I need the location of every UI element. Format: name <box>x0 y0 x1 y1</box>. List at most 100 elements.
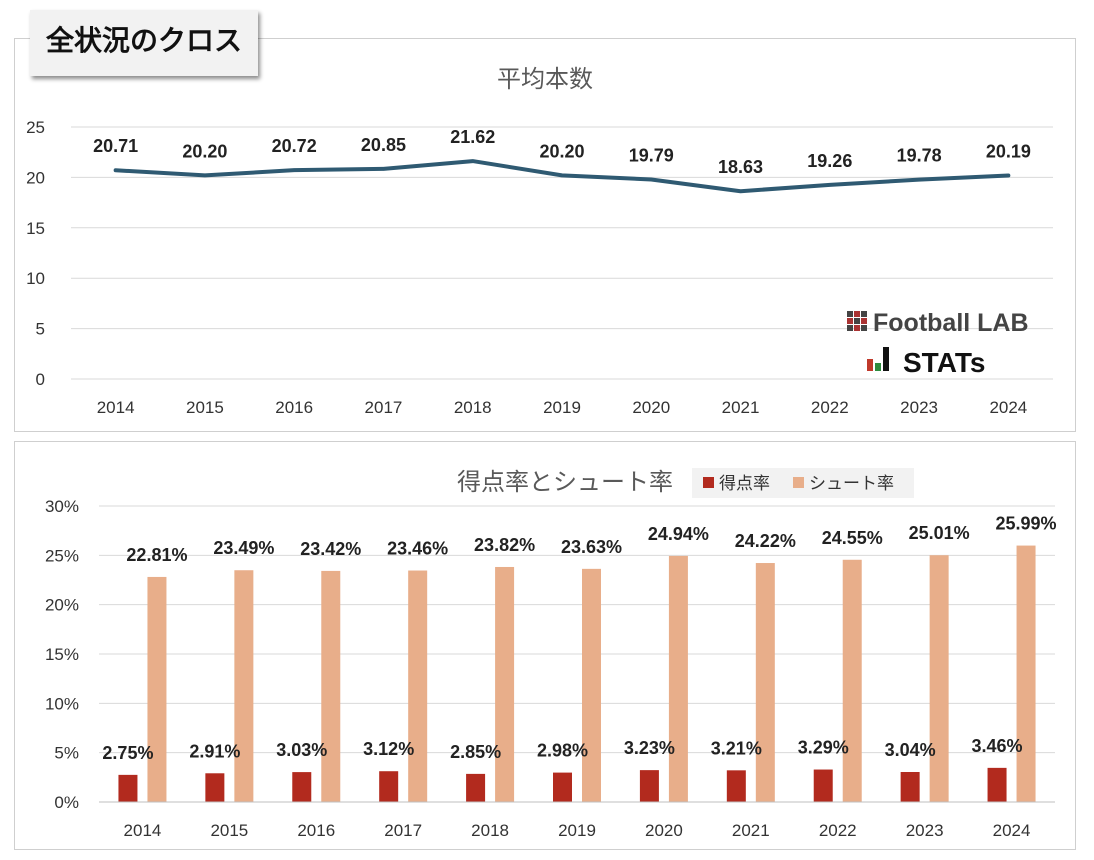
x-tick-label: 2020 <box>632 398 670 417</box>
bar-goal-rate <box>639 770 659 802</box>
data-point <box>203 173 207 177</box>
y-tick-label: 5 <box>36 320 45 339</box>
bar-shot-rate <box>929 555 949 802</box>
bar-shot-rate <box>755 563 775 802</box>
data-label: 20.72 <box>272 136 317 156</box>
data-label: 23.82% <box>474 535 535 555</box>
x-tick-label: 2018 <box>471 821 509 840</box>
data-point <box>560 173 564 177</box>
bar-chart-panel: 得点率とシュート率 得点率 シュート率 0% 5% 10% 15% 20% 25% 30% 2014… <box>14 441 1076 850</box>
logo-square <box>854 311 860 317</box>
logo-square <box>854 325 860 331</box>
data-point <box>649 178 653 182</box>
rate-bar-chart: 得点率とシュート率 得点率 シュート率 0% 5% 10% 15% 20% 25% 30% 2014… <box>45 468 1057 840</box>
x-tick-label: 2023 <box>906 821 944 840</box>
legend-swatch <box>793 477 804 488</box>
data-label: 23.49% <box>213 538 274 558</box>
stats-logo: STATs <box>867 347 985 378</box>
data-label: 3.12% <box>363 739 414 759</box>
average-count-line-chart: 平均本数 0 5 10 15 20 25 2014 2015 2016 2017 2018 2019 20… <box>26 65 1053 417</box>
legend-label: 得点率 <box>719 474 770 494</box>
data-point <box>739 189 743 193</box>
data-label: 3.21% <box>711 738 762 758</box>
x-tick-label: 2020 <box>645 821 683 840</box>
page-title-badge: 全状況のクロス <box>30 10 259 76</box>
legend-label: シュート率 <box>809 474 894 494</box>
data-label: 2.85% <box>450 742 501 762</box>
x-tick-label: 2022 <box>819 821 857 840</box>
logo-square <box>861 325 867 331</box>
x-tick-label: 2024 <box>993 821 1031 840</box>
data-label: 20.20 <box>539 141 584 161</box>
x-tick-label: 2016 <box>297 821 335 840</box>
data-label: 23.46% <box>387 539 448 559</box>
y-tick-label: 5% <box>54 744 79 763</box>
x-tick-label: 2017 <box>384 821 422 840</box>
logo-square <box>847 311 853 317</box>
logo-bar-red <box>867 359 873 371</box>
logo-square <box>847 318 853 324</box>
data-label: 20.19 <box>986 141 1031 161</box>
legend: 得点率 シュート率 <box>692 468 914 498</box>
data-label: 3.03% <box>276 740 327 760</box>
y-tick-label: 10% <box>45 694 79 713</box>
data-label: 23.42% <box>300 539 361 559</box>
data-point <box>471 159 475 163</box>
bar-goal-rate <box>987 767 1007 802</box>
x-tick-label: 2022 <box>811 398 849 417</box>
data-label: 20.85 <box>361 135 406 155</box>
line-chart-panel: 平均本数 0 5 10 15 20 25 2014 2015 2016 2017 2018 2019 20… <box>14 38 1076 432</box>
x-tick-label: 2019 <box>558 821 596 840</box>
x-tick-label: 2021 <box>722 398 760 417</box>
data-label: 3.46% <box>972 736 1023 756</box>
x-tick-label: 2017 <box>365 398 403 417</box>
bar-shot-rate <box>495 566 515 802</box>
logo-square <box>847 325 853 331</box>
data-label: 22.81% <box>126 545 187 565</box>
bar-shot-rate <box>582 568 601 802</box>
data-label: 19.79 <box>629 146 674 166</box>
y-tick-label: 0% <box>54 793 79 812</box>
data-label: 3.23% <box>624 738 675 758</box>
x-tick-label: 2015 <box>210 821 248 840</box>
y-tick-label: 20% <box>45 596 79 615</box>
x-tick-label: 2016 <box>275 398 313 417</box>
y-tick-label: 25 <box>26 118 45 137</box>
x-tick-label: 2014 <box>97 398 135 417</box>
data-label: 20.71 <box>93 136 138 156</box>
y-tick-label: 10 <box>26 269 45 288</box>
x-tick-label: 2018 <box>454 398 492 417</box>
y-tick-label: 20 <box>26 168 45 187</box>
x-tick-label: 2019 <box>543 398 581 417</box>
x-tick-label: 2021 <box>732 821 770 840</box>
football-lab-logo: Football LAB <box>847 309 1029 337</box>
x-tick-label: 2014 <box>124 821 162 840</box>
bar-goal-rate <box>466 773 486 802</box>
bar-goal-rate <box>553 772 572 802</box>
data-label: 24.22% <box>735 531 796 551</box>
x-tick-label: 2015 <box>186 398 224 417</box>
data-label: 2.98% <box>537 741 588 761</box>
data-point <box>381 167 385 171</box>
chart-title: 得点率とシュート率 <box>457 468 673 496</box>
bar-goal-rate <box>379 771 399 802</box>
logo-square <box>861 318 867 324</box>
data-label: 3.29% <box>798 738 849 758</box>
data-point <box>1006 173 1010 177</box>
data-label: 25.99% <box>996 514 1057 534</box>
bar-goal-rate <box>726 770 746 802</box>
data-label: 19.78 <box>897 146 942 166</box>
logo-bar-green <box>875 363 881 371</box>
data-label: 2.75% <box>102 743 153 763</box>
data-label: 24.55% <box>822 528 883 548</box>
bar-goal-rate <box>900 772 920 802</box>
logo-bar-black <box>883 347 889 371</box>
logo-square <box>861 311 867 317</box>
x-tick-label: 2023 <box>900 398 938 417</box>
x-tick-label: 2024 <box>989 398 1027 417</box>
logo-text-football-lab: Football LAB <box>873 309 1029 337</box>
bar-shot-rate <box>1016 545 1036 802</box>
bar-shot-rate <box>321 570 341 802</box>
y-tick-label: 25% <box>45 546 79 565</box>
data-label: 21.62 <box>450 127 495 147</box>
